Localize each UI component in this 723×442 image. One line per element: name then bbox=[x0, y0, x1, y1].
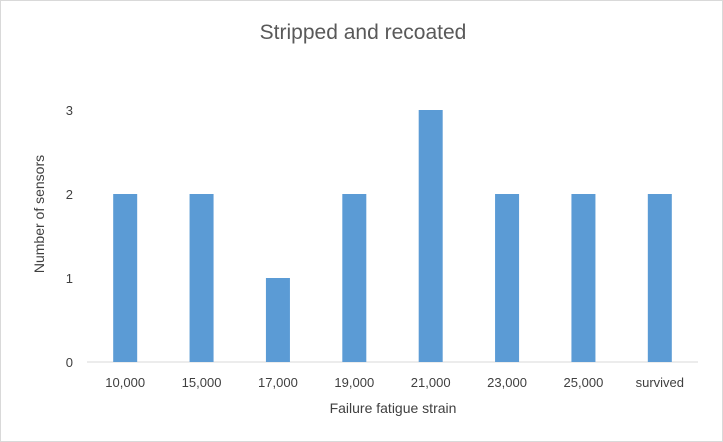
bar bbox=[265, 278, 290, 362]
y-axis-ticks: 0 1 2 3 bbox=[66, 103, 73, 370]
x-tick-label: 25,000 bbox=[564, 375, 604, 390]
bars-group bbox=[113, 110, 672, 362]
y-tick-label: 2 bbox=[66, 187, 73, 202]
x-tick-label: 19,000 bbox=[334, 375, 374, 390]
x-tick-label: 15,000 bbox=[182, 375, 222, 390]
x-axis-title: Failure fatigue strain bbox=[330, 400, 457, 416]
bar bbox=[418, 110, 443, 362]
y-axis-title: Number of sensors bbox=[31, 155, 47, 273]
chart-title: Stripped and recoated bbox=[260, 21, 467, 44]
bar bbox=[113, 194, 138, 362]
bar bbox=[647, 194, 672, 362]
y-tick-label: 0 bbox=[66, 355, 73, 370]
bar bbox=[495, 194, 520, 362]
x-axis-ticks: 10,000 15,000 17,000 19,000 21,000 23,000 25,0… bbox=[105, 375, 684, 390]
bar bbox=[571, 194, 596, 362]
bar bbox=[342, 194, 367, 362]
bar bbox=[189, 194, 214, 362]
x-tick-label: 23,000 bbox=[487, 375, 527, 390]
y-tick-label: 1 bbox=[66, 271, 73, 286]
x-tick-label: 17,000 bbox=[258, 375, 298, 390]
x-tick-label: 21,000 bbox=[411, 375, 451, 390]
x-tick-label: survived bbox=[636, 375, 684, 390]
x-tick-label: 10,000 bbox=[105, 375, 145, 390]
y-tick-label: 3 bbox=[66, 103, 73, 118]
